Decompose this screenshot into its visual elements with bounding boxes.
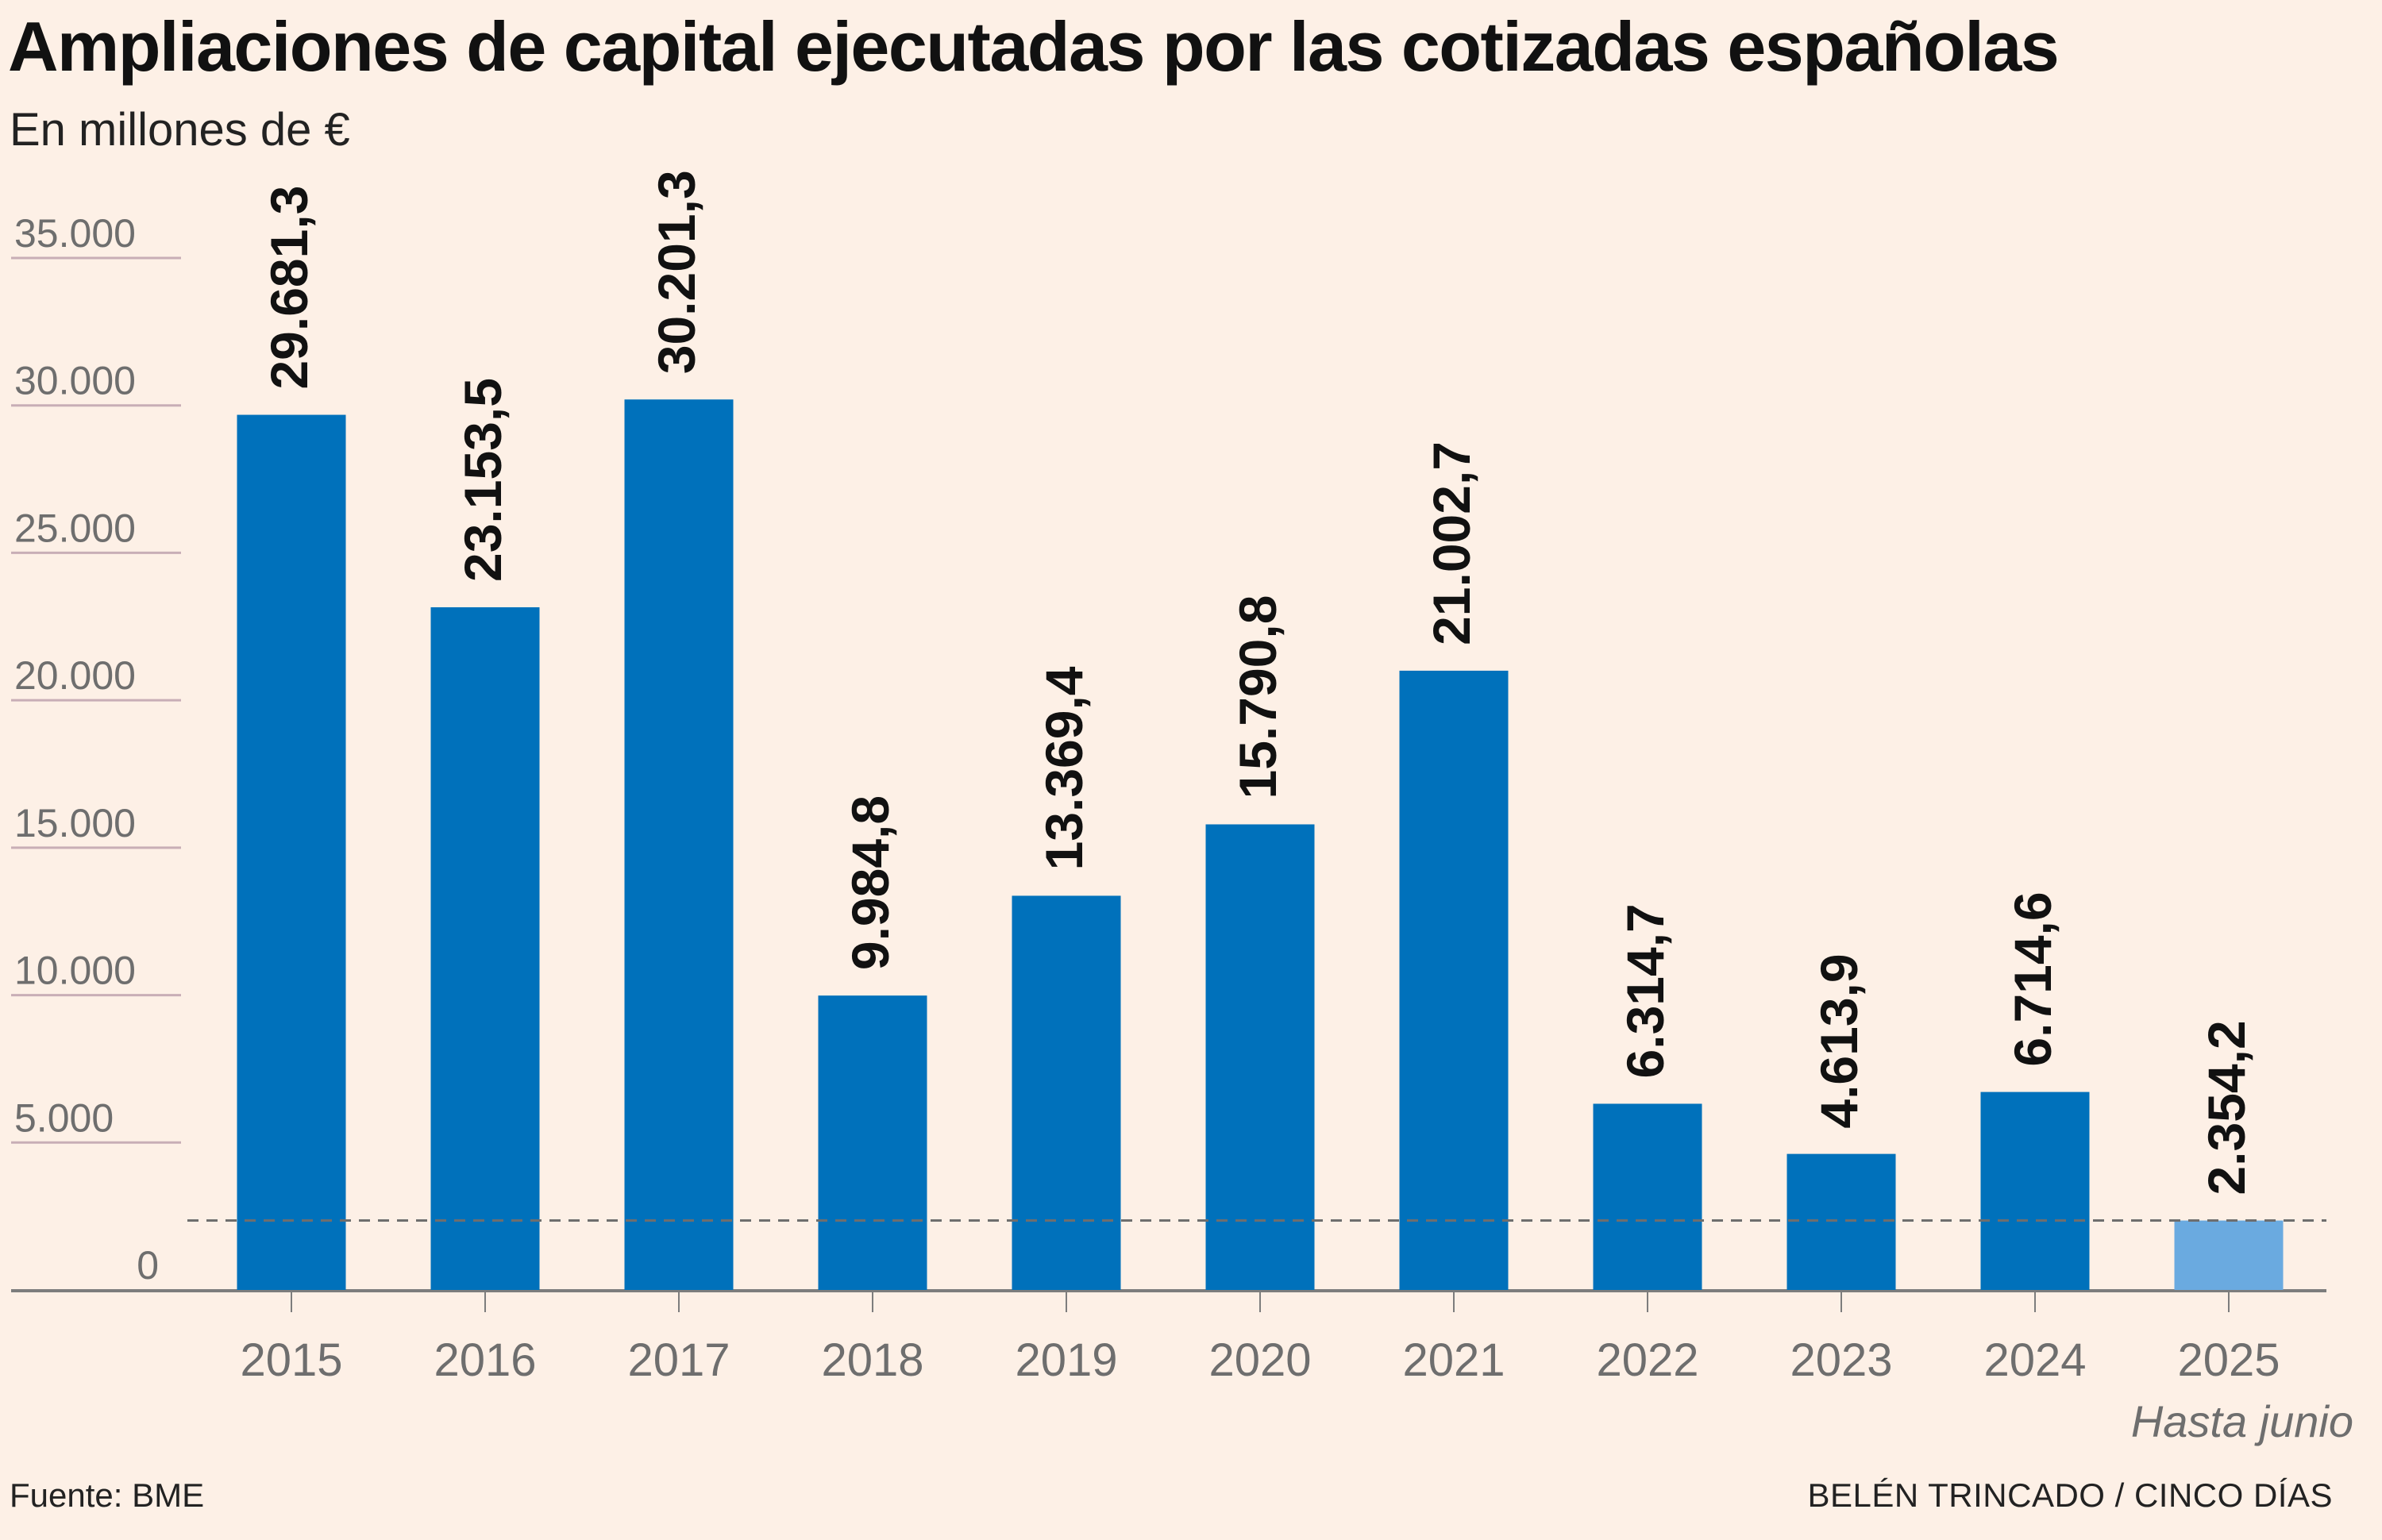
chart-title: Ampliaciones de capital ejecutadas por l… [8, 7, 2060, 86]
x-tick-label: 2015 [240, 1334, 342, 1386]
x-tick-label: 2017 [627, 1334, 730, 1386]
y-tick-label: 15.000 [14, 801, 136, 845]
bar [1593, 1103, 1702, 1290]
y-tick-label: 5.000 [14, 1095, 114, 1140]
y-tick-label: 20.000 [14, 653, 136, 698]
annotation-hasta-junio: Hasta junio [2131, 1396, 2353, 1446]
bar [2174, 1220, 2284, 1290]
chart-subtitle: En millones de € [10, 104, 350, 156]
bar [1786, 1153, 1896, 1290]
data-label: 15.790,8 [1228, 595, 1287, 799]
source-note: Fuente: BME [10, 1476, 205, 1514]
y-tick-label: 30.000 [14, 359, 136, 403]
bar [1012, 895, 1121, 1290]
data-label: 9.984,8 [841, 795, 900, 970]
bar [430, 607, 540, 1290]
bar [1399, 670, 1509, 1290]
x-tick-label: 2016 [434, 1334, 536, 1386]
data-label: 29.681,3 [260, 186, 318, 390]
bar [1980, 1091, 2090, 1290]
data-label: 4.613,9 [1810, 953, 1868, 1128]
y-tick-label: 10.000 [14, 949, 136, 993]
x-tick-label: 2025 [2177, 1334, 2280, 1386]
data-label: 6.314,7 [1616, 903, 1675, 1078]
bar [1205, 824, 1315, 1290]
y-tick-label: 0 [137, 1243, 159, 1288]
data-label: 23.153,5 [453, 378, 512, 582]
x-tick-label: 2018 [821, 1334, 923, 1386]
x-tick-label: 2020 [1208, 1334, 1311, 1386]
x-tick-label: 2022 [1596, 1334, 1698, 1386]
data-label: 30.201,3 [647, 170, 706, 374]
bar [818, 995, 927, 1290]
x-tick-label: 2024 [1983, 1334, 2086, 1386]
data-label: 2.354,2 [2197, 1020, 2256, 1195]
y-tick-label: 25.000 [14, 506, 136, 550]
data-label: 21.002,7 [1422, 441, 1481, 645]
x-tick-label: 2019 [1015, 1334, 1117, 1386]
x-tick-label: 2023 [1790, 1334, 1892, 1386]
data-label: 6.714,6 [2003, 891, 2062, 1066]
x-tick-label: 2021 [1402, 1334, 1505, 1386]
bar [237, 414, 346, 1290]
y-tick-label: 35.000 [14, 211, 136, 256]
author-credit: BELÉN TRINCADO / CINCO DÍAS [1807, 1476, 2333, 1514]
data-label: 13.369,4 [1035, 666, 1093, 870]
bar [624, 399, 734, 1290]
